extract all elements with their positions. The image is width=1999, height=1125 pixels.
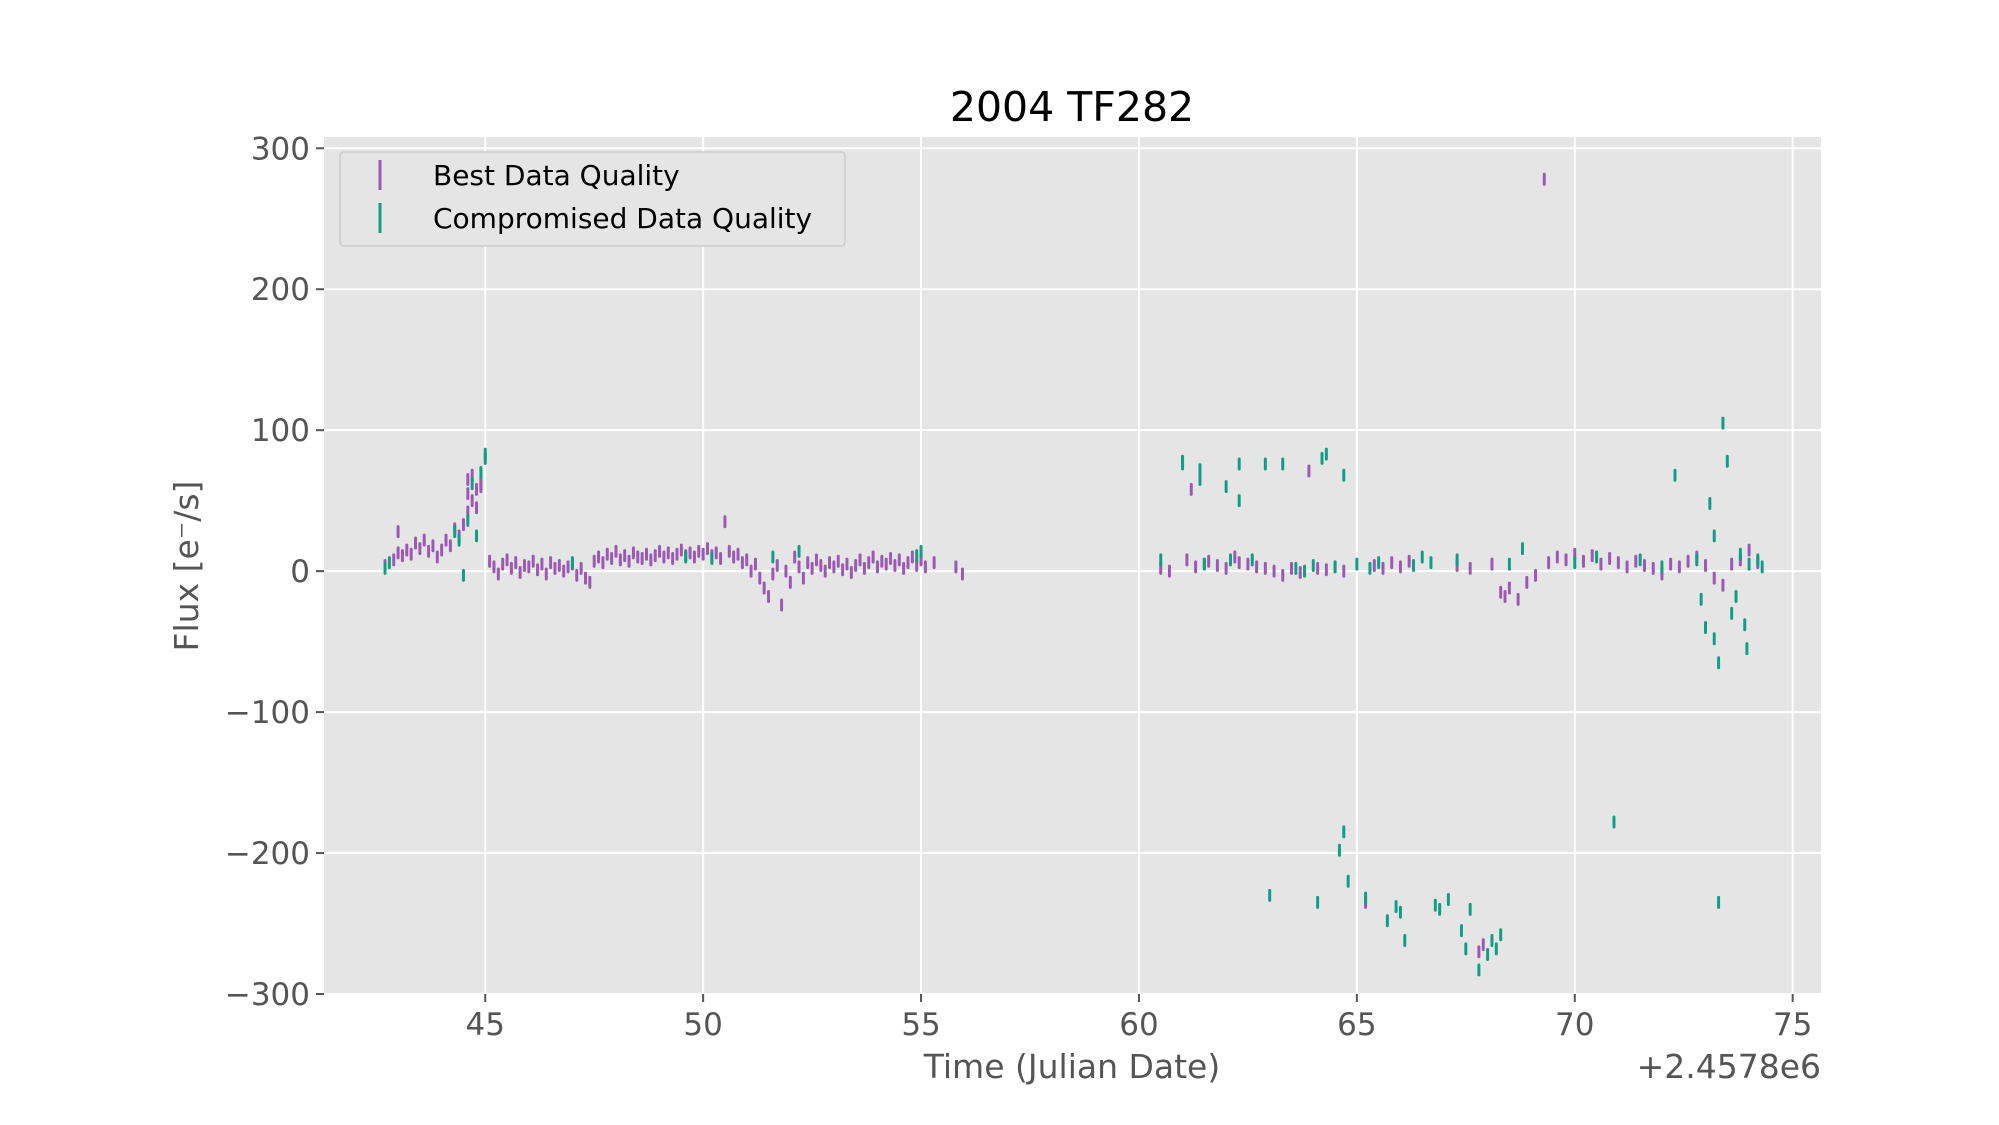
x-tick-label: 45 — [466, 1007, 505, 1043]
compromised-quality-series — [383, 416, 1764, 977]
x-tick-label: 60 — [1119, 1007, 1158, 1043]
x-tick-label: 50 — [683, 1007, 722, 1043]
x-tick-label: 65 — [1337, 1007, 1376, 1043]
x-tick-label: 75 — [1773, 1007, 1812, 1043]
y-tick-label: 100 — [251, 413, 310, 449]
x-tick-label: 70 — [1555, 1007, 1594, 1043]
plot-area — [324, 137, 1821, 994]
y-tick-label: 0 — [290, 554, 310, 590]
y-tick-label: −100 — [225, 695, 310, 731]
y-tick-label: −200 — [225, 836, 310, 872]
y-axis-label: Flux [e⁻/s] — [167, 481, 206, 652]
y-tick-label: −300 — [225, 977, 310, 1013]
x-axis-offset-label: +2.4578e6 — [1637, 1047, 1821, 1086]
x-tick-label: 55 — [901, 1007, 940, 1043]
x-axis-ticks: 45 50 55 60 65 70 75 — [466, 994, 1812, 1043]
y-tick-label: 200 — [251, 272, 310, 308]
y-tick-label: 300 — [251, 131, 310, 167]
legend-box — [339, 151, 846, 247]
legend-label-compromised: Compromised Data Quality — [433, 202, 812, 235]
chart-title: 2004 TF282 — [950, 83, 1194, 131]
legend: Best Data Quality Compromised Data Quali… — [339, 151, 846, 247]
x-axis-label: Time (Julian Date) — [923, 1047, 1220, 1086]
y-axis-ticks: −300 −200 −100 0 100 200 300 — [225, 131, 324, 1013]
legend-label-best: Best Data Quality — [433, 159, 680, 192]
